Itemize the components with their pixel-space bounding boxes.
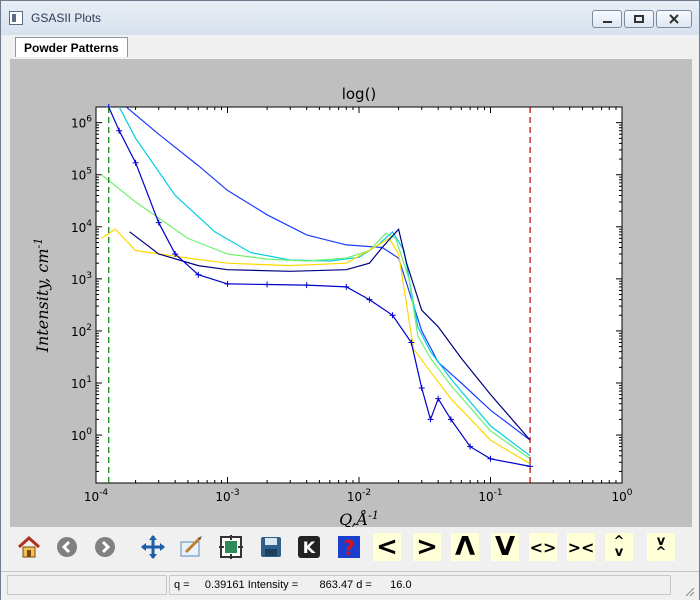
back-icon	[57, 537, 77, 557]
x-tick-label: 10-4	[84, 488, 109, 504]
svg-text:?: ?	[343, 536, 355, 560]
close-button[interactable]	[656, 10, 692, 28]
data-point-marker	[427, 416, 434, 423]
x-tick-label: 10-1	[478, 488, 502, 504]
shift-left-button[interactable]: <	[373, 532, 401, 562]
series-line-0	[125, 107, 531, 441]
data-point-marker	[172, 251, 179, 258]
shift-up-button[interactable]: Λ	[451, 532, 479, 562]
x-tick-label: 100	[611, 488, 632, 504]
data-point-marker	[366, 296, 373, 303]
compress-vertical-icon: v ^	[655, 534, 667, 560]
maximize-button[interactable]	[624, 10, 654, 28]
y-tick-label: 106	[71, 115, 92, 131]
title-bar[interactable]: GSASII Plots	[1, 1, 699, 35]
forward-icon	[95, 537, 115, 557]
status-bar: q = 0.39161 Intensity = 863.47 d = 16.0	[1, 571, 699, 600]
y-tick-label: 104	[71, 219, 92, 235]
data-point-marker	[195, 271, 202, 278]
save-icon	[261, 537, 281, 557]
key-button[interactable]: K	[295, 533, 323, 561]
plot-area[interactable]: log() 10-4 10-3 10-2 10-1 100 100 101 102 103 104 1…	[10, 59, 692, 527]
data-point-marker	[435, 395, 442, 402]
shift-right-icon: >	[416, 532, 438, 562]
data-point-marker	[408, 339, 415, 346]
compress-vertical-button[interactable]: v ^	[647, 533, 675, 561]
shift-up-icon: Λ	[454, 532, 476, 562]
data-point-marker	[155, 219, 162, 226]
y-axis-label: Intensity, cm-1	[32, 238, 52, 354]
data-point-marker	[132, 159, 139, 166]
expand-horizontal-icon: <>	[529, 537, 557, 557]
data-point-marker	[303, 282, 310, 289]
y-tick-label: 101	[71, 375, 92, 391]
data-point-marker	[343, 283, 350, 290]
series-line-4	[129, 227, 531, 441]
data-point-marker	[467, 443, 474, 450]
app-icon	[9, 11, 23, 25]
data-point-marker	[264, 281, 271, 288]
tab-powder-patterns[interactable]: Powder Patterns	[15, 37, 128, 57]
pan-icon	[141, 535, 165, 559]
x-tick-label: 10-2	[347, 488, 371, 504]
data-point-marker	[418, 385, 425, 392]
status-readout: q = 0.39161 Intensity = 863.47 d = 16.0	[169, 575, 671, 595]
y-tick-label: 100	[71, 427, 92, 443]
y-tick-label: 105	[71, 167, 92, 183]
help-icon: ?	[338, 536, 360, 560]
series-line-2	[101, 174, 531, 460]
shift-left-icon: <	[376, 532, 398, 562]
log-log-chart[interactable]: log() 10-4 10-3 10-2 10-1 100 100 101 102 103 104 1…	[10, 59, 692, 527]
configure-button[interactable]	[177, 533, 205, 561]
minimize-button[interactable]	[592, 10, 622, 28]
svg-text:K: K	[303, 538, 316, 557]
y-tick-label: 103	[71, 271, 92, 287]
expand-vertical-icon: ^ v	[613, 534, 625, 560]
data-point-marker	[447, 416, 454, 423]
tab-bar: Powder Patterns	[9, 35, 693, 59]
x-axis-label: Q,Å-1	[339, 509, 379, 527]
compress-horizontal-button[interactable]: ><	[567, 533, 595, 561]
save-button[interactable]	[257, 533, 285, 561]
home-icon	[17, 535, 41, 558]
chart-title: log()	[342, 85, 377, 103]
series-line-3	[101, 228, 531, 465]
forward-button[interactable]	[91, 533, 119, 561]
data-point-marker	[389, 312, 396, 319]
shift-down-icon: V	[494, 532, 516, 562]
data-point-marker	[487, 455, 494, 462]
expand-vertical-button[interactable]: ^ v	[605, 533, 633, 561]
series-line-5	[108, 107, 531, 467]
x-tick-label: 10-3	[215, 488, 239, 504]
compress-horizontal-icon: ><	[567, 537, 595, 557]
resize-grip-icon[interactable]	[681, 583, 695, 597]
plot-frame	[95, 106, 623, 484]
shift-right-button[interactable]: >	[413, 532, 441, 562]
key-icon: K	[298, 536, 320, 558]
close-icon	[669, 14, 679, 24]
pan-button[interactable]	[139, 533, 167, 561]
subplots-button[interactable]	[217, 533, 245, 561]
configure-icon	[180, 536, 202, 557]
help-button[interactable]: ?	[335, 533, 363, 561]
home-button[interactable]	[15, 533, 43, 561]
back-button[interactable]	[53, 533, 81, 561]
status-left-field	[7, 575, 167, 595]
shift-down-button[interactable]: V	[491, 532, 519, 562]
window-title: GSASII Plots	[31, 11, 102, 25]
expand-horizontal-button[interactable]: <>	[529, 533, 557, 561]
data-point-marker	[116, 127, 123, 134]
subplots-icon	[219, 535, 243, 559]
y-tick-label: 102	[71, 323, 92, 339]
data-point-marker	[224, 280, 231, 287]
